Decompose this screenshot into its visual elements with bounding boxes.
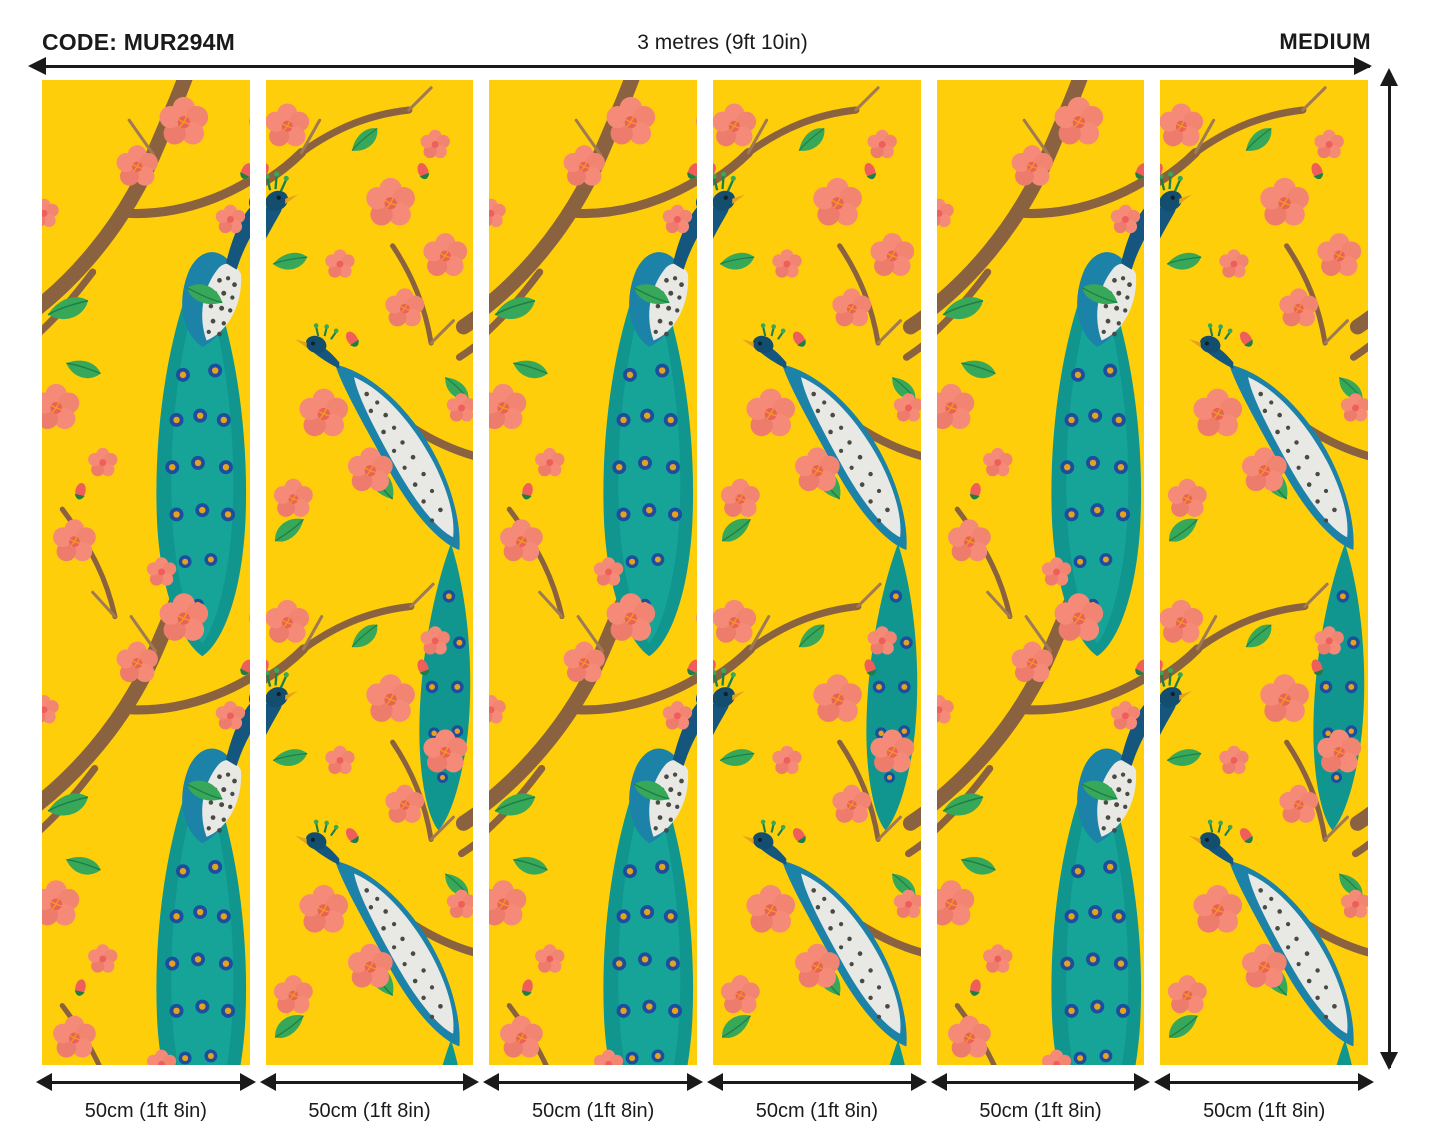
arrow-left-icon [28,57,46,75]
wallpaper-panel[interactable] [713,80,921,1065]
arrow-left-icon [930,1073,947,1091]
wallpaper-artwork [713,80,921,1065]
arrow-left-icon [259,1073,276,1091]
arrow-up-icon [1380,68,1398,86]
wallpaper-panel[interactable] [265,80,474,1065]
arrow-left-icon [1154,1073,1171,1091]
wallpaper-panel[interactable] [936,80,1145,1065]
wallpaper-panel[interactable] [42,80,250,1065]
dimension-line [48,1081,244,1084]
panel-width-label: 50cm (1ft 8in) [308,1100,431,1122]
arrow-left-icon [483,1073,500,1091]
panel-width-label: 50cm (1ft 8in) [84,1100,207,1122]
panel-width-dimension: 50cm (1ft 8in) [36,1068,256,1136]
panel-width-dimension: 50cm (1ft 8in) [930,1068,1151,1136]
total-width-label: 3 metres (9ft 10in) [637,31,808,54]
panel-width-dimension: 50cm (1ft 8in) [259,1068,480,1136]
arrow-left-icon [36,1073,52,1091]
total-width-arrow-line [40,65,1370,68]
arrow-right-icon [1358,1073,1375,1091]
wallpaper-artwork [489,80,697,1065]
dimension-line [942,1081,1139,1084]
arrow-right-icon [463,1073,480,1091]
dimension-line [1166,1081,1363,1084]
size-label: MEDIUM [1279,29,1371,54]
panel-width-label: 50cm (1ft 8in) [532,1100,655,1122]
dimension-line [495,1081,692,1084]
panel-width-label: 50cm (1ft 8in) [1203,1100,1326,1122]
panel-width-dimensions: 50cm (1ft 8in) 50cm (1ft 8in) 50cm (1ft … [36,1068,1375,1136]
panel-width-label: 50cm (1ft 8in) [979,1100,1102,1122]
arrow-right-icon [239,1073,256,1091]
wallpaper-artwork [266,80,474,1065]
arrow-down-icon [1380,1052,1398,1070]
panel-width-dimension: 50cm (1ft 8in) [483,1068,704,1136]
arrow-right-icon [910,1073,927,1091]
wallpaper-artwork [937,80,1145,1065]
arrow-right-icon [687,1073,704,1091]
arrow-left-icon [707,1073,724,1091]
arrow-right-icon [1134,1073,1151,1091]
panel-width-dimension: 50cm (1ft 8in) [1154,1068,1375,1136]
wallpaper-panel[interactable] [489,80,698,1065]
dimension-line [271,1081,468,1084]
wallpaper-artwork [1160,80,1368,1065]
panel-width-label: 50cm (1ft 8in) [755,1100,878,1122]
wallpaper-panel-strip [42,80,1369,1065]
total-height-arrow-line [1388,80,1391,1068]
wallpaper-artwork [42,80,250,1065]
dimension-line [719,1081,915,1084]
wallpaper-panel[interactable] [1160,80,1369,1065]
arrow-right-icon [1354,57,1372,75]
product-code-label: CODE: MUR294M [42,29,236,55]
panel-width-dimension: 50cm (1ft 8in) [707,1068,927,1136]
